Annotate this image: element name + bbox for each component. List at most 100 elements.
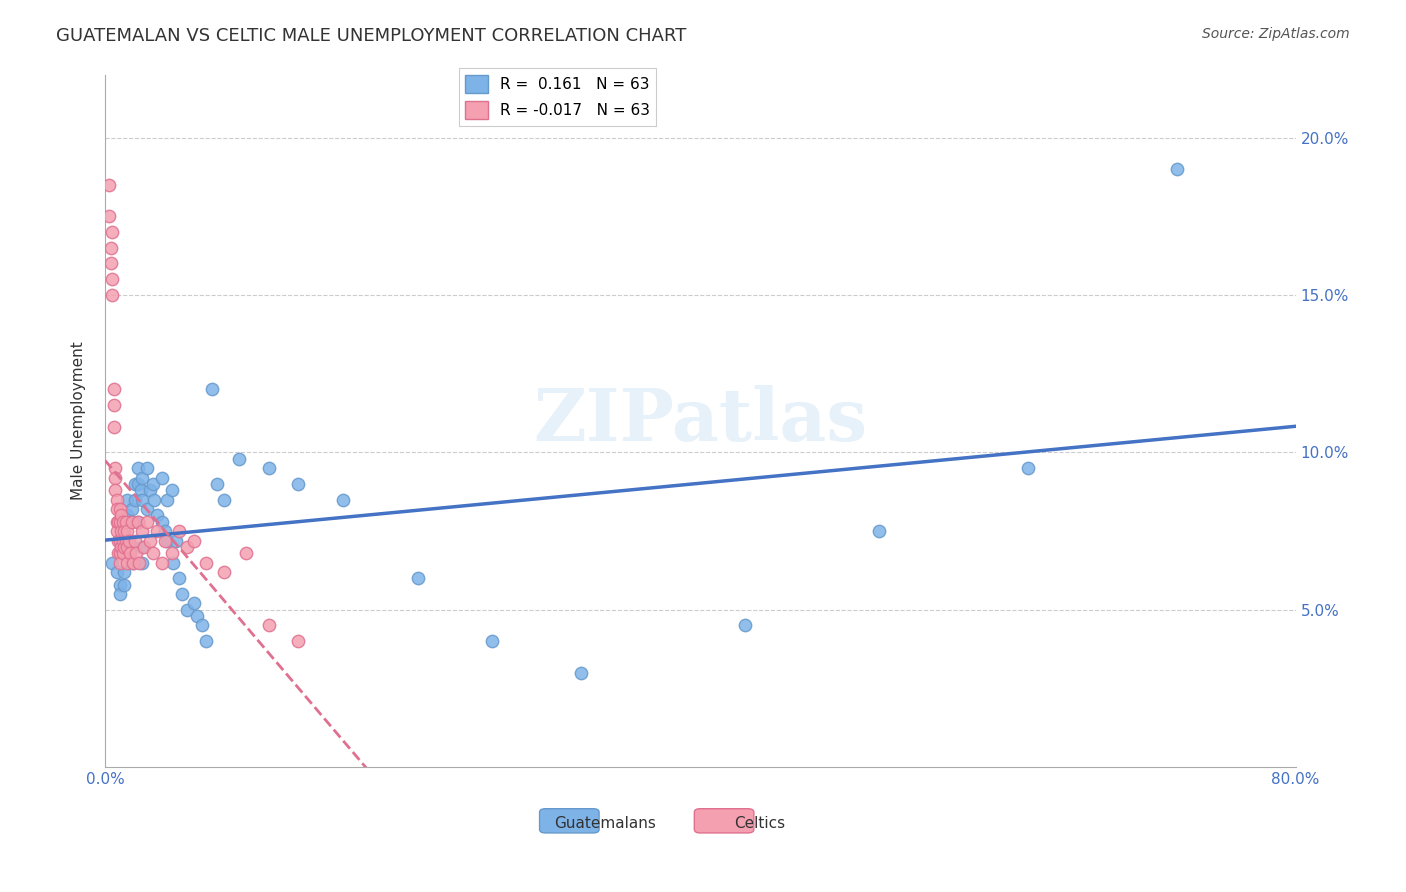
Point <box>160 483 183 497</box>
Point <box>117 524 139 538</box>
Point <box>153 524 176 538</box>
Point <box>569 665 592 680</box>
Point <box>111 515 134 529</box>
Point <box>176 540 198 554</box>
Point <box>101 556 124 570</box>
Point <box>162 556 184 570</box>
Point <box>121 515 143 529</box>
Point <box>100 256 122 270</box>
Point <box>98 178 121 192</box>
Point <box>146 508 169 523</box>
Point <box>117 540 139 554</box>
Point <box>481 634 503 648</box>
Point <box>172 587 194 601</box>
Point <box>127 515 149 529</box>
Point <box>111 540 134 554</box>
Point <box>176 603 198 617</box>
Point <box>110 540 132 554</box>
Point <box>108 533 131 548</box>
Point <box>111 533 134 548</box>
Point <box>105 515 128 529</box>
Point <box>105 492 128 507</box>
Point <box>112 524 135 538</box>
Point <box>103 420 125 434</box>
Point <box>114 533 136 548</box>
Point <box>131 540 153 554</box>
Point <box>138 483 160 497</box>
Point <box>128 556 150 570</box>
Point <box>150 470 173 484</box>
Point <box>135 515 157 529</box>
Text: ZIPatlas: ZIPatlas <box>533 385 868 457</box>
Text: GUATEMALAN VS CELTIC MALE UNEMPLOYMENT CORRELATION CHART: GUATEMALAN VS CELTIC MALE UNEMPLOYMENT C… <box>56 27 686 45</box>
Point <box>104 483 127 497</box>
Point <box>117 492 139 507</box>
Point <box>190 618 212 632</box>
Point <box>146 524 169 538</box>
Point <box>156 492 179 507</box>
Point <box>183 533 205 548</box>
Y-axis label: Male Unemployment: Male Unemployment <box>72 342 86 500</box>
Point <box>108 556 131 570</box>
Point <box>150 515 173 529</box>
Point <box>105 565 128 579</box>
Point <box>287 476 309 491</box>
Point <box>138 533 160 548</box>
Point <box>142 476 165 491</box>
Point <box>107 515 129 529</box>
Point <box>127 461 149 475</box>
Point <box>108 502 131 516</box>
Point <box>112 565 135 579</box>
Point <box>108 577 131 591</box>
Point <box>169 571 191 585</box>
Point <box>228 451 250 466</box>
Point <box>257 618 280 632</box>
Point <box>104 461 127 475</box>
Point <box>734 618 756 632</box>
Point <box>118 546 141 560</box>
Point <box>165 533 187 548</box>
Point <box>135 502 157 516</box>
Point <box>205 476 228 491</box>
Point <box>122 556 145 570</box>
Point <box>120 515 142 529</box>
Point <box>1166 162 1188 177</box>
Point <box>125 546 148 560</box>
Point <box>156 533 179 548</box>
Point <box>195 556 218 570</box>
Point <box>117 556 139 570</box>
Point <box>107 546 129 560</box>
Point <box>110 508 132 523</box>
Point <box>101 288 124 302</box>
Text: Guatemalans: Guatemalans <box>554 815 657 830</box>
Point <box>100 241 122 255</box>
Point <box>118 533 141 548</box>
Point <box>110 524 132 538</box>
Point <box>107 533 129 548</box>
Point <box>257 461 280 475</box>
Point <box>131 492 153 507</box>
Point <box>143 492 166 507</box>
Point <box>212 492 235 507</box>
Point <box>111 546 134 560</box>
Point <box>108 546 131 560</box>
Point <box>121 502 143 516</box>
Point <box>105 524 128 538</box>
Text: Source: ZipAtlas.com: Source: ZipAtlas.com <box>1202 27 1350 41</box>
Point <box>131 524 153 538</box>
Point <box>104 470 127 484</box>
Point <box>153 533 176 548</box>
Point <box>122 556 145 570</box>
Point <box>127 476 149 491</box>
Point <box>1017 461 1039 475</box>
Point <box>103 383 125 397</box>
Point <box>108 546 131 560</box>
Point <box>121 540 143 554</box>
Legend: R =  0.161   N = 63, R = -0.017   N = 63: R = 0.161 N = 63, R = -0.017 N = 63 <box>458 69 657 126</box>
Point <box>127 515 149 529</box>
Point <box>103 398 125 412</box>
Point <box>124 492 146 507</box>
Point <box>101 225 124 239</box>
Point <box>124 533 146 548</box>
Point <box>142 546 165 560</box>
